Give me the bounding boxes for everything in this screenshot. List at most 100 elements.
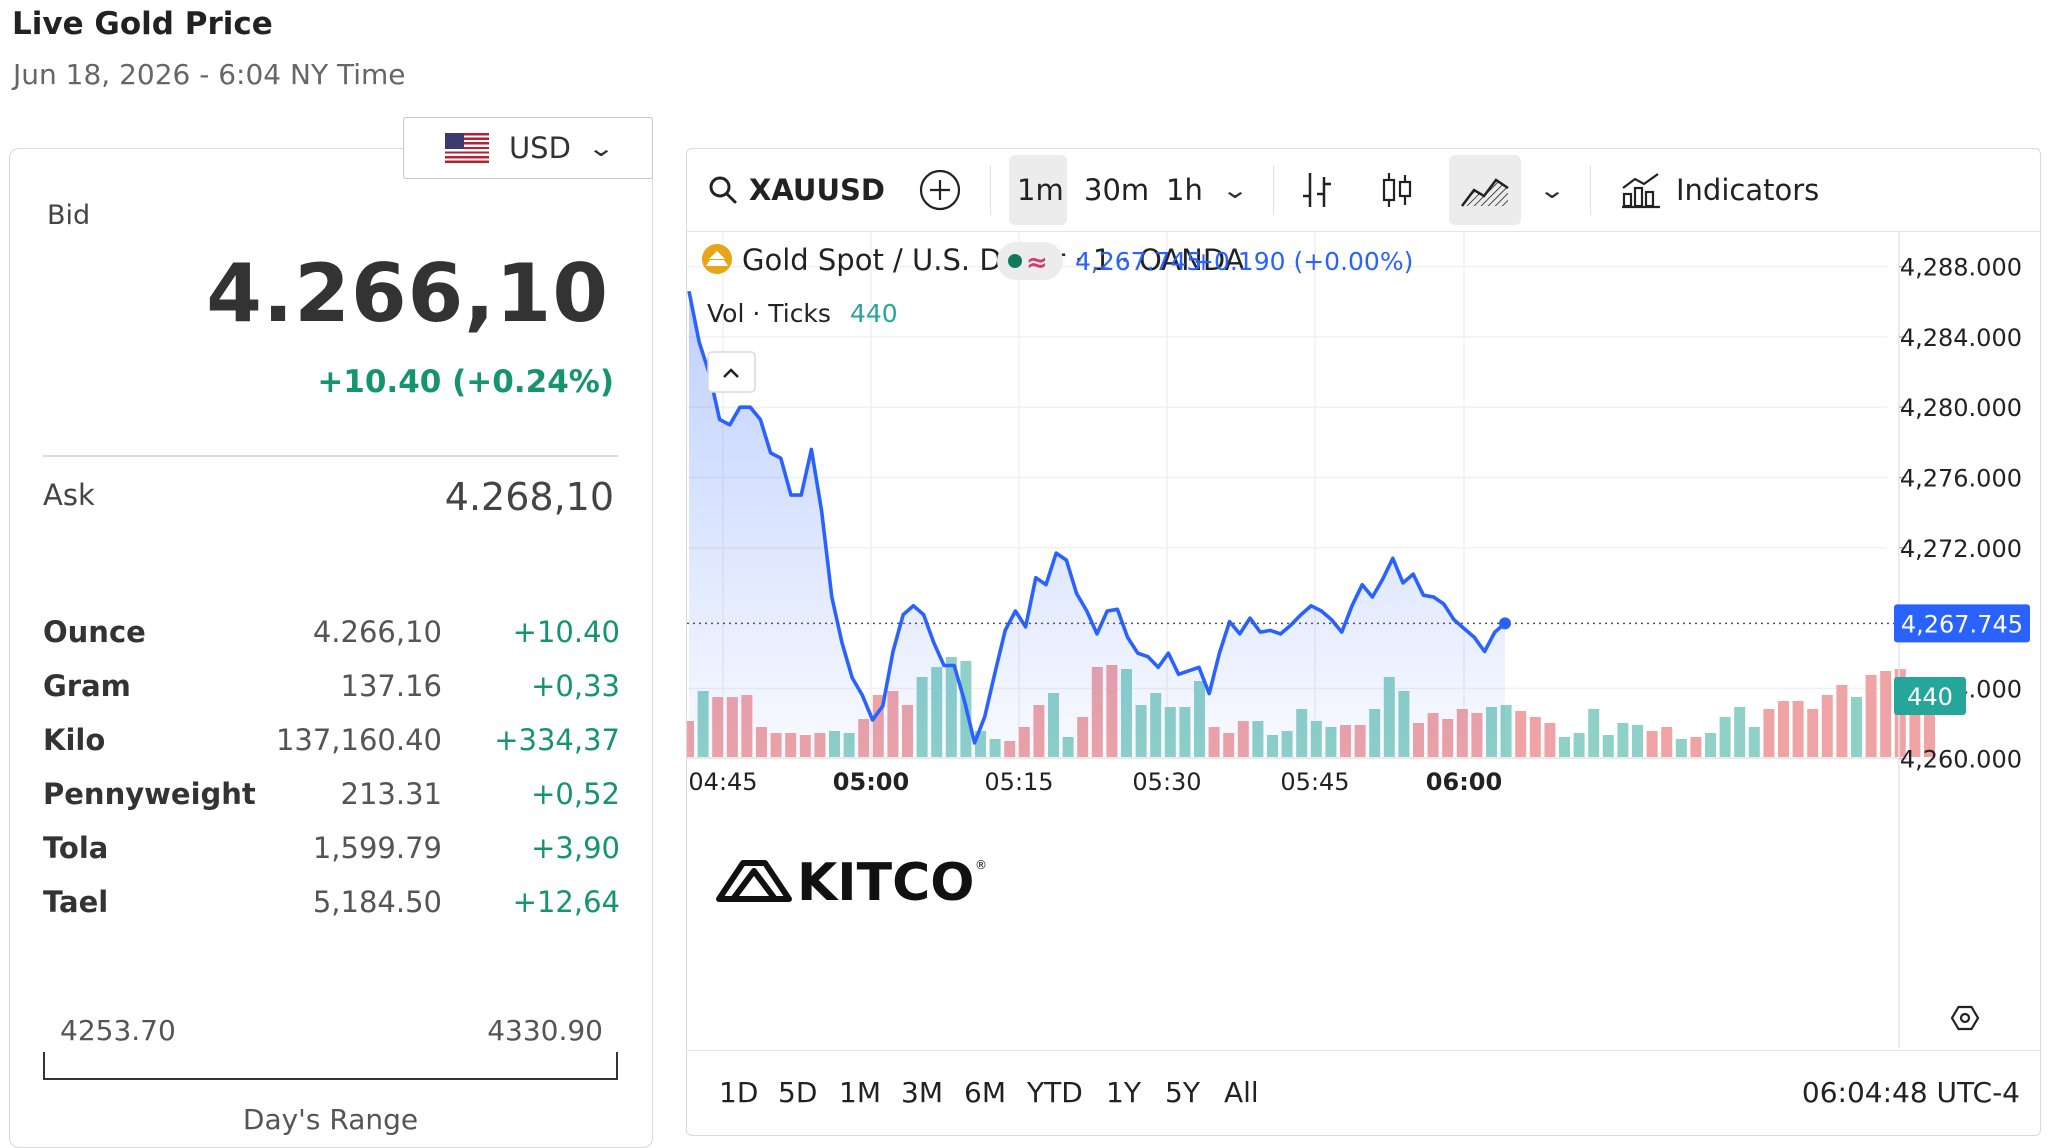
price-area-fill <box>689 291 1505 757</box>
unit-price: 1,599.79 <box>312 831 442 865</box>
bar-style-button[interactable] <box>1299 149 1335 231</box>
unit-price: 4.266,10 <box>312 615 442 649</box>
price-tick-label: 4,260.000 <box>1900 746 2022 774</box>
last-price-point <box>1499 617 1511 630</box>
chevron-down-icon: ⌄ <box>1537 176 1567 204</box>
unit-name: Gram <box>43 669 131 703</box>
last-volume-badge <box>1894 677 1966 715</box>
volume-bar <box>1632 725 1643 757</box>
us-flag-icon <box>444 133 489 163</box>
day-range-low: 4253.70 <box>60 1014 176 1047</box>
ask-label: Ask <box>43 478 95 512</box>
volume-legend-label: Vol · Ticks <box>707 299 831 328</box>
symbol-search[interactable]: XAUUSD <box>707 149 885 231</box>
time-tick-label: 06:00 <box>1426 768 1502 796</box>
time-axis: 04:45 05:00 05:15 05:30 05:45 06:00 <box>687 757 1899 796</box>
active-style-highlight <box>1449 155 1521 225</box>
candles-button[interactable] <box>1379 149 1415 231</box>
toolbar-separator <box>1590 165 1591 215</box>
approx-icon: ≈ <box>1026 248 1048 278</box>
price-tick-label: 4,272.000 <box>1900 535 2022 563</box>
symbol-label: XAUUSD <box>749 173 885 207</box>
unit-row-tola: Tola 1,599.79 +3,90 <box>43 831 620 881</box>
unit-name: Tael <box>43 885 109 919</box>
divider <box>43 455 618 457</box>
page-title: Live Gold Price <box>12 6 273 42</box>
range-5y-button[interactable]: 5Y <box>1165 1076 1200 1109</box>
time-tick-label: 04:45 <box>688 768 757 796</box>
time-tick-label: 05:15 <box>984 768 1053 796</box>
volume-bar <box>1588 709 1600 757</box>
unit-change: +0,52 <box>531 777 620 811</box>
volume-bar <box>1734 707 1746 757</box>
range-all-button[interactable]: All <box>1224 1076 1259 1109</box>
volume-bar <box>1617 723 1629 757</box>
volume-bar <box>1792 701 1804 757</box>
legend-title: Gold Spot / U.S. Dollar · 1 · OANDA <box>742 243 1245 277</box>
unit-change: +0,33 <box>531 669 620 703</box>
indicators-icon <box>1622 173 1660 209</box>
range-5d-button[interactable]: 5D <box>778 1076 818 1109</box>
volume-bar <box>1748 727 1760 757</box>
time-tick-label: 05:00 <box>833 768 909 796</box>
style-dropdown[interactable]: ⌄ <box>1538 149 1566 231</box>
bid-label: Bid <box>47 200 91 231</box>
legend-last-price: 4,267.745 <box>1075 247 1202 276</box>
volume-bar <box>1851 697 1862 757</box>
unit-price: 213.31 <box>340 777 442 811</box>
day-range-high: 4330.90 <box>487 1014 603 1047</box>
page-datetime: Jun 18, 2026 - 6:04 NY Time <box>13 58 406 91</box>
ask-value: 4.268,10 <box>444 475 614 519</box>
volume-bar <box>1544 723 1556 757</box>
bid-change: +10.40 (+0.24%) <box>317 364 614 400</box>
bars-chart-icon <box>1303 173 1331 207</box>
indicators-label: Indicators <box>1676 173 1820 207</box>
unit-price: 137,160.40 <box>275 723 442 757</box>
compare-button[interactable] <box>919 149 961 231</box>
legend-change: +0.190 (+0.00%) <box>1193 247 1413 276</box>
unit-row-pennyweight: Pennyweight 213.31 +0,52 <box>43 777 620 827</box>
range-3m-button[interactable]: 3M <box>901 1076 943 1109</box>
gold-spot-icon <box>702 244 732 274</box>
range-ytd-button[interactable]: YTD <box>1027 1076 1083 1109</box>
toolbar-separator <box>990 165 991 215</box>
volume-bar <box>1529 717 1541 757</box>
volume-bar <box>1924 697 1935 757</box>
day-range-bar <box>43 1052 618 1080</box>
range-1d-button[interactable]: 1D <box>719 1076 759 1109</box>
interval-dropdown[interactable]: ⌄ <box>1221 149 1249 231</box>
indicators-button[interactable]: Indicators <box>1620 149 1819 231</box>
toolbar-separator <box>1273 165 1274 215</box>
volume-bar <box>1559 737 1570 757</box>
range-6m-button[interactable]: 6M <box>964 1076 1006 1109</box>
interval-1m[interactable]: 1m <box>1017 173 1064 207</box>
range-1m-button[interactable]: 1M <box>839 1076 881 1109</box>
unit-price: 137.16 <box>340 669 442 703</box>
bid-value: 4.266,10 <box>206 247 609 340</box>
volume-bar <box>1763 709 1775 757</box>
interval-30m[interactable]: 30m <box>1084 173 1150 207</box>
currency-label: USD <box>508 131 571 165</box>
unit-change: +12,64 <box>512 885 620 919</box>
volume-bar <box>1719 717 1731 757</box>
unit-row-gram: Gram 137.16 +0,33 <box>43 669 620 719</box>
volume-bar <box>1690 737 1702 757</box>
unit-change: +334,37 <box>494 723 620 757</box>
chevron-down-icon: ⌄ <box>586 134 616 162</box>
collapse-legend-button[interactable] <box>707 351 756 393</box>
volume-bar <box>1778 701 1789 757</box>
price-tick-label: 4,280.000 <box>1900 394 2022 422</box>
settings-hexagon-icon <box>1950 1005 1980 1031</box>
chart-settings-button[interactable] <box>1950 1005 1980 1031</box>
price-axis: 4,288.000 4,284.000 4,280.000 4,276.000 4,27… <box>1894 232 2030 1048</box>
area-style-button[interactable] <box>1460 149 1510 231</box>
currency-select[interactable]: USD ⌄ <box>403 117 653 179</box>
day-range-label: Day's Range <box>242 1103 419 1136</box>
price-chart[interactable]: KITCO ® Gold Spot / U.S. Dollar · 1 · OA… <box>687 232 2040 1048</box>
volume-bar <box>1807 709 1819 757</box>
range-1y-button[interactable]: 1Y <box>1106 1076 1141 1109</box>
unit-price: 5,184.50 <box>312 885 442 919</box>
interval-1h[interactable]: 1h <box>1166 173 1203 207</box>
chart-widget <box>686 148 2041 1136</box>
volume-bar <box>1661 727 1673 757</box>
